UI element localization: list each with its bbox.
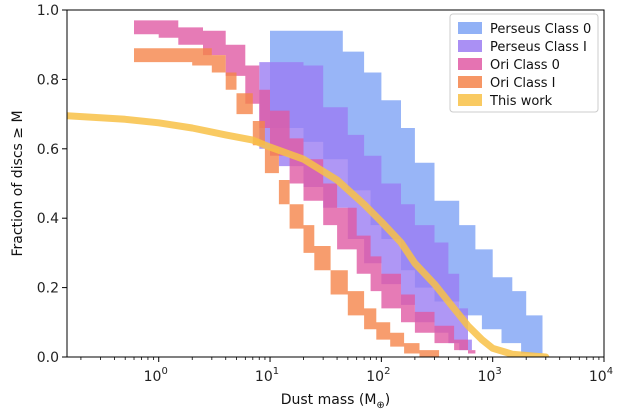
line-this-work: [67, 112, 550, 357]
y-axis-label: Fraction of discs ≥ M: [10, 110, 26, 256]
x-axis-label-text: Dust mass (M: [281, 392, 377, 408]
legend-label: Ori Class 0: [490, 58, 560, 73]
y-tick-label: 0.6: [37, 142, 59, 158]
legend-box: [449, 13, 599, 113]
x-axis-label: Dust mass (M⊕): [281, 392, 391, 410]
x-tick-label: 104: [589, 366, 613, 385]
band-ori-class-0: [134, 20, 476, 357]
legend-swatch: [458, 76, 482, 88]
series-layer: [67, 20, 550, 357]
legend-swatch: [458, 22, 482, 34]
legend-swatch: [458, 40, 482, 52]
legend: Perseus Class 0 Perseus Class I Ori Class …: [449, 13, 599, 113]
legend-swatch: [458, 94, 482, 106]
x-tick-label: 100: [144, 366, 168, 385]
legend-label: Perseus Class I: [490, 40, 587, 55]
legend-label: Ori Class I: [490, 76, 556, 91]
legend-swatch: [458, 58, 482, 70]
x-axis-label-sub: ⊕: [376, 400, 384, 410]
legend-label: This work: [489, 94, 553, 109]
y-tick-label: 0.4: [37, 211, 59, 227]
y-tick-label: 0.8: [37, 72, 59, 88]
x-axis-label-close: ): [385, 392, 390, 408]
legend-label: Perseus Class 0: [490, 22, 591, 37]
x-tick-label: 101: [255, 366, 279, 385]
y-tick-label: 0.0: [37, 350, 59, 366]
x-tick-label: 102: [366, 366, 390, 385]
plot-frame: [66, 9, 605, 358]
x-tick-label: 103: [478, 366, 502, 385]
y-tick-label: 1.0: [37, 3, 59, 19]
y-tick-label: 0.2: [37, 281, 59, 297]
band-ori-class-i: [134, 48, 440, 357]
ticks-layer: 0.0 0.2 0.4 0.6 0.8 1.0 100 101 102 103 104: [37, 3, 613, 385]
